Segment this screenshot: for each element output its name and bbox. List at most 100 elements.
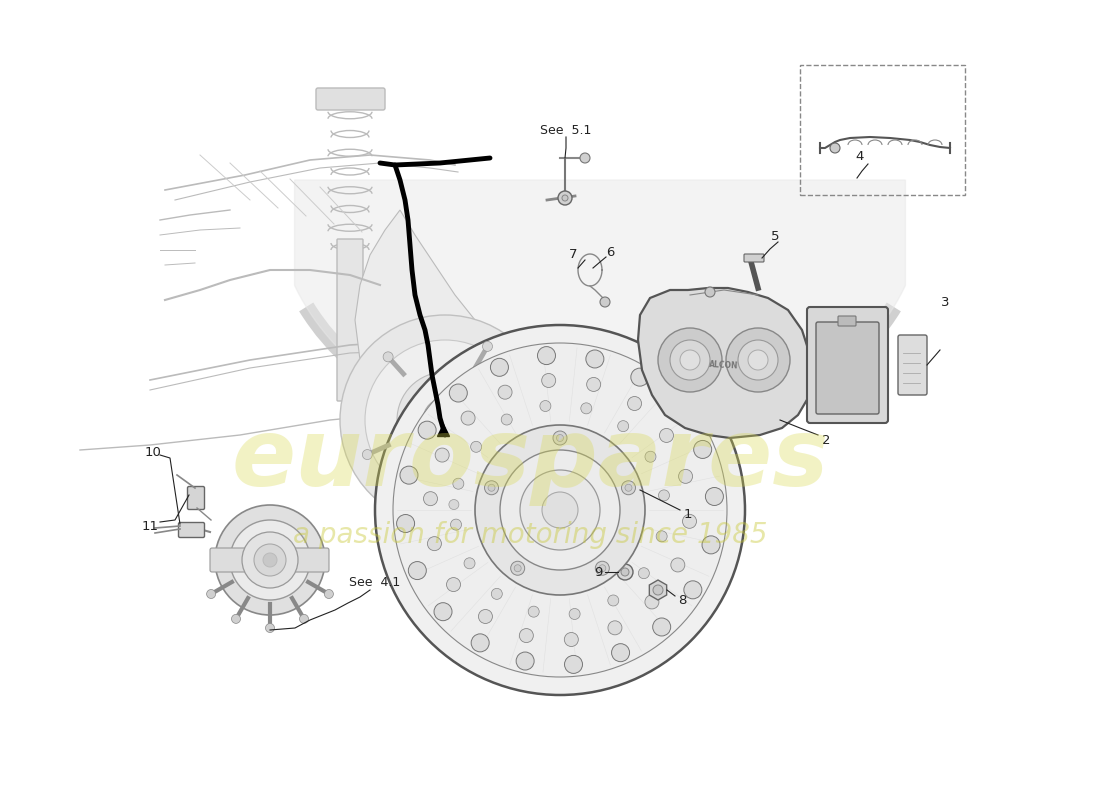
Circle shape: [608, 621, 622, 635]
FancyBboxPatch shape: [744, 254, 764, 262]
Text: 5: 5: [771, 230, 779, 243]
Circle shape: [400, 466, 418, 484]
Circle shape: [471, 442, 482, 452]
Circle shape: [652, 618, 671, 636]
Circle shape: [538, 346, 556, 365]
Text: eurospares: eurospares: [231, 414, 828, 506]
Circle shape: [726, 328, 790, 392]
Circle shape: [542, 492, 578, 528]
Text: 6: 6: [606, 246, 614, 259]
Circle shape: [557, 434, 563, 442]
Text: See  5.1: See 5.1: [540, 123, 592, 137]
Circle shape: [581, 403, 592, 414]
Text: 2: 2: [822, 434, 830, 446]
Circle shape: [748, 350, 768, 370]
Circle shape: [671, 558, 685, 572]
Circle shape: [660, 429, 673, 442]
Circle shape: [510, 562, 525, 575]
Circle shape: [621, 481, 636, 494]
Circle shape: [397, 514, 415, 533]
Text: 9: 9: [594, 566, 602, 578]
Circle shape: [638, 568, 649, 578]
Circle shape: [484, 481, 498, 494]
Circle shape: [564, 633, 579, 646]
Circle shape: [705, 287, 715, 297]
Circle shape: [658, 328, 722, 392]
Circle shape: [670, 340, 710, 380]
Circle shape: [514, 565, 521, 572]
Circle shape: [516, 652, 535, 670]
Circle shape: [586, 350, 604, 368]
Text: 1: 1: [684, 507, 692, 521]
Circle shape: [214, 505, 324, 615]
Circle shape: [617, 564, 632, 580]
Circle shape: [519, 629, 534, 642]
Circle shape: [645, 451, 656, 462]
Circle shape: [553, 431, 566, 445]
Circle shape: [464, 558, 475, 569]
Circle shape: [461, 411, 475, 425]
Circle shape: [254, 544, 286, 576]
Circle shape: [580, 153, 590, 163]
Circle shape: [418, 421, 436, 439]
FancyBboxPatch shape: [187, 486, 205, 510]
Circle shape: [524, 433, 534, 442]
FancyBboxPatch shape: [210, 548, 329, 572]
Circle shape: [600, 297, 610, 307]
Circle shape: [242, 532, 298, 588]
Circle shape: [679, 470, 693, 483]
Circle shape: [471, 634, 490, 652]
Polygon shape: [638, 288, 812, 438]
Circle shape: [694, 441, 712, 458]
FancyBboxPatch shape: [816, 322, 879, 414]
Circle shape: [265, 623, 275, 633]
Circle shape: [383, 352, 393, 362]
Text: 10: 10: [144, 446, 162, 458]
Text: 3: 3: [940, 295, 949, 309]
Circle shape: [424, 492, 438, 506]
FancyBboxPatch shape: [807, 307, 888, 423]
FancyBboxPatch shape: [337, 239, 363, 401]
Text: ALCON: ALCON: [710, 360, 739, 370]
Circle shape: [705, 487, 724, 506]
Polygon shape: [295, 180, 905, 450]
Polygon shape: [355, 210, 518, 455]
Circle shape: [618, 421, 629, 432]
Circle shape: [528, 606, 539, 617]
Circle shape: [453, 478, 464, 490]
Circle shape: [540, 401, 551, 411]
Circle shape: [449, 499, 459, 510]
Circle shape: [569, 609, 580, 619]
Circle shape: [702, 536, 721, 554]
Circle shape: [625, 484, 632, 491]
Circle shape: [451, 519, 462, 530]
Circle shape: [586, 378, 601, 391]
Text: a passion for motoring since 1985: a passion for motoring since 1985: [293, 521, 768, 549]
Circle shape: [491, 358, 508, 376]
Circle shape: [684, 581, 702, 599]
Circle shape: [324, 590, 333, 598]
Circle shape: [449, 384, 468, 402]
Circle shape: [520, 470, 600, 550]
Circle shape: [424, 398, 468, 442]
Circle shape: [562, 195, 568, 201]
Circle shape: [365, 340, 525, 500]
Circle shape: [447, 578, 461, 591]
Circle shape: [621, 568, 629, 576]
Circle shape: [738, 340, 778, 380]
Circle shape: [428, 537, 441, 550]
Circle shape: [375, 325, 745, 695]
Circle shape: [657, 530, 668, 542]
Circle shape: [340, 315, 550, 525]
Circle shape: [478, 610, 493, 623]
Circle shape: [408, 562, 427, 579]
Circle shape: [492, 588, 503, 599]
FancyBboxPatch shape: [838, 316, 856, 326]
Circle shape: [680, 350, 700, 370]
Circle shape: [558, 191, 572, 205]
Circle shape: [498, 385, 513, 399]
Circle shape: [653, 585, 663, 595]
Text: 4: 4: [856, 150, 865, 163]
Circle shape: [434, 602, 452, 621]
Circle shape: [500, 450, 620, 570]
